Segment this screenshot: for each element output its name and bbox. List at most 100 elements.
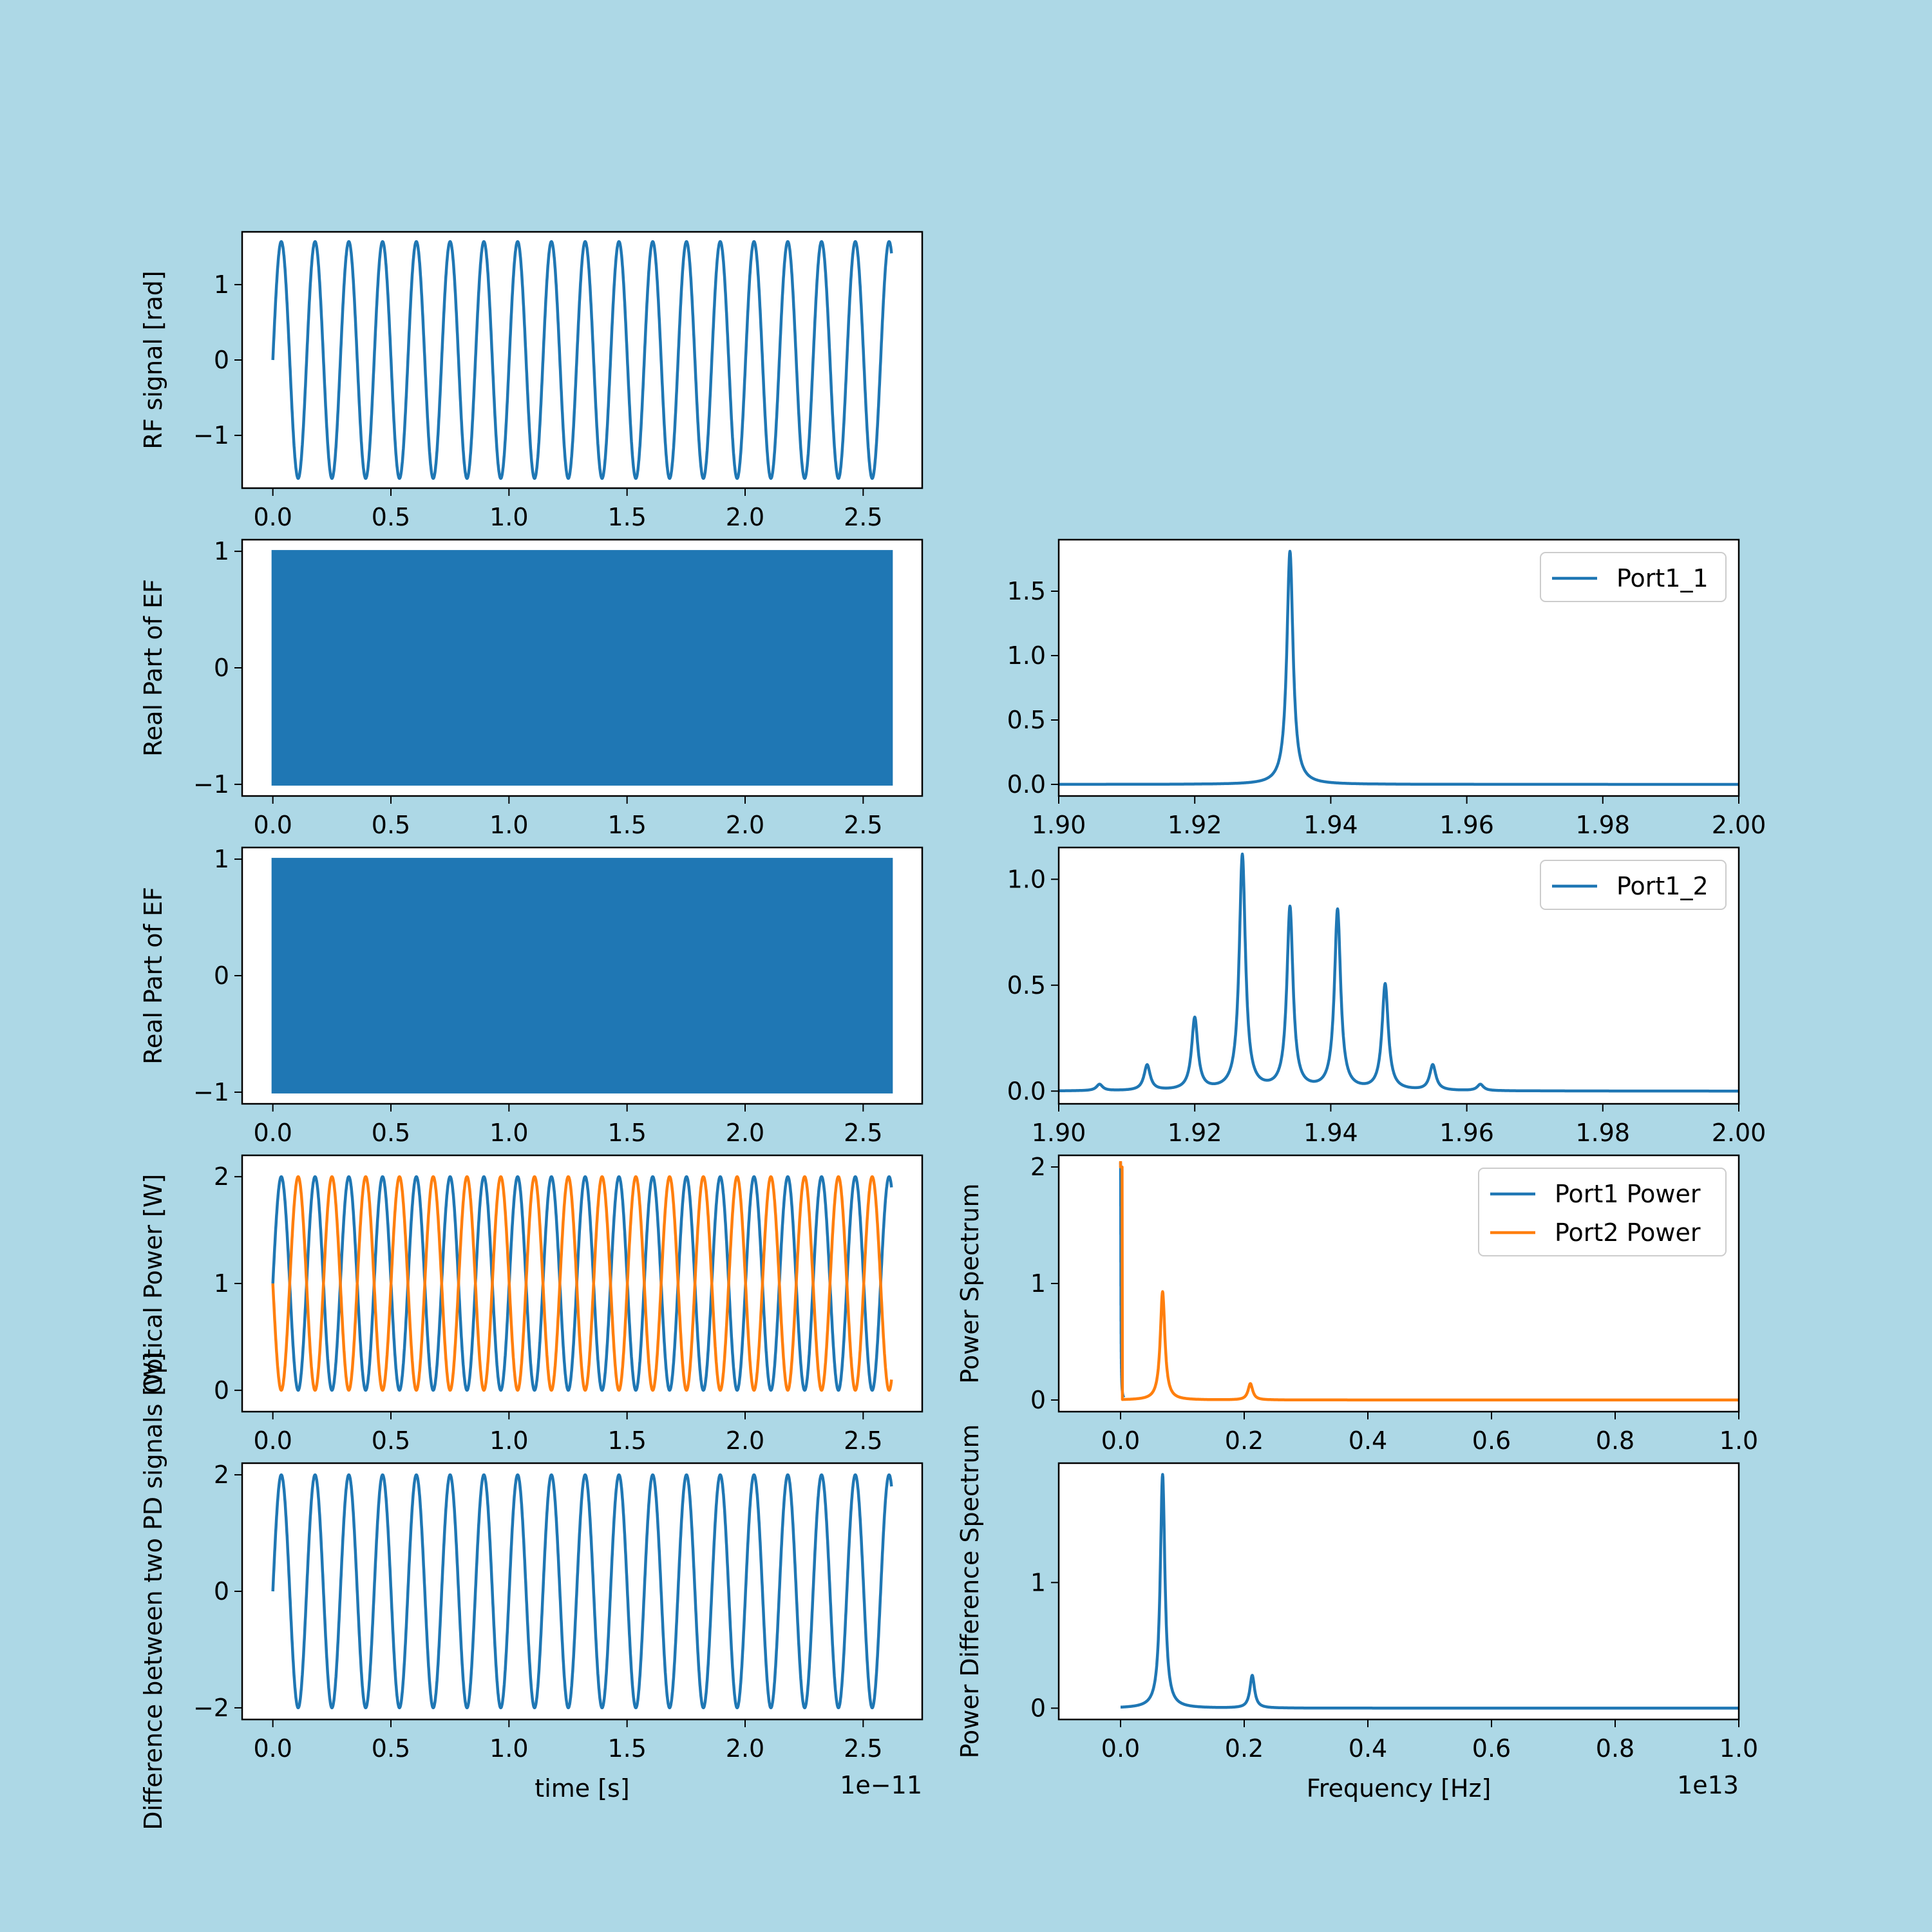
series-0-line	[1119, 1473, 1739, 1710]
chart-spec1: 1.90 1.92 1.94 1.96 1.98 2.00 0.0 0.5 1.0 1.5 Port…	[1007, 538, 1766, 839]
data-layer	[271, 240, 893, 480]
y-tick-label: 2	[214, 1162, 229, 1191]
x-tick-label: 1.94	[1303, 1119, 1358, 1147]
x-tick-label: 0.5	[372, 1734, 410, 1763]
x-tick-label: 0.4	[1349, 1426, 1387, 1455]
series-1-line	[271, 1175, 893, 1392]
x-tick-label: 0.5	[372, 811, 410, 839]
y-tick-label: 0	[214, 654, 229, 682]
y-tick-label: 0.0	[1007, 1077, 1046, 1105]
x-tick-label: 0.0	[253, 1426, 292, 1455]
y-tick-label: −2	[193, 1694, 229, 1722]
data-layer	[1059, 852, 1739, 1093]
x-tick-label: 0.0	[253, 503, 292, 531]
x-tick-label: 1.92	[1168, 1119, 1222, 1147]
data-layer	[1059, 549, 1739, 786]
x-tick-label: 2.5	[844, 1426, 882, 1455]
x-tick-label: 0.0	[253, 1734, 292, 1763]
x-tick-label: 1.5	[607, 1119, 646, 1147]
y-tick-label: 0	[214, 961, 229, 990]
x-tick-label: 0.6	[1472, 1426, 1511, 1455]
x-tick-label: 2.00	[1712, 811, 1766, 839]
y-tick-label: 1.0	[1007, 641, 1046, 670]
y-axis-label: Difference between two PD signals [W]	[139, 1352, 167, 1830]
series-0-line	[271, 240, 893, 480]
x-tick-label: 2.0	[726, 1426, 764, 1455]
x-tick-label: 1.5	[607, 1426, 646, 1455]
x-axis-label: time [s]	[535, 1774, 629, 1803]
y-axis-label: RF signal [rad]	[139, 270, 167, 450]
x-tick-label: 0.5	[372, 1119, 410, 1147]
y-axis-label: Real Part of EF	[139, 887, 167, 1065]
plot-frame	[1057, 538, 1740, 797]
y-tick-label: 1	[1030, 1269, 1046, 1298]
y-tick-label: 2	[1030, 1153, 1046, 1181]
data-layer	[271, 550, 893, 786]
x-tick-label: 0.2	[1225, 1734, 1264, 1763]
x-tick-label: 1.5	[607, 503, 646, 531]
y-tick-label: −1	[193, 1078, 229, 1106]
legend-label: Port2 Power	[1555, 1218, 1701, 1247]
y-tick-label: 0.5	[1007, 971, 1046, 999]
y-tick-label: 0.5	[1007, 706, 1046, 734]
chart-ef1: 0.0 0.5 1.0 1.5 2.0 2.5 −1 0 1 Real Part of EF	[139, 537, 923, 839]
x-tick-label: 2.0	[726, 503, 764, 531]
x-tick-label: 0.5	[372, 1426, 410, 1455]
x-offset-text: 1e13	[1677, 1771, 1739, 1799]
x-tick-label: 2.5	[844, 811, 882, 839]
chart-ef2: 0.0 0.5 1.0 1.5 2.0 2.5 −1 0 1 Real Part of EF	[139, 845, 923, 1147]
data-layer	[271, 858, 893, 1094]
x-tick-label: 1.5	[607, 811, 646, 839]
x-tick-label: 0.2	[1225, 1426, 1264, 1455]
x-tick-label: 0.0	[1101, 1426, 1140, 1455]
x-tick-label: 0.8	[1596, 1426, 1634, 1455]
y-axis-label: Real Part of EF	[139, 579, 167, 757]
x-tick-label: 2.0	[726, 1119, 764, 1147]
data-layer	[1119, 1473, 1739, 1710]
y-tick-label: 1	[214, 845, 229, 873]
x-tick-label: 0.6	[1472, 1734, 1511, 1763]
y-tick-label: 1.5	[1007, 577, 1046, 605]
x-tick-label: 1.96	[1439, 811, 1494, 839]
x-tick-label: 0.0	[1101, 1734, 1140, 1763]
x-tick-label: 1.0	[489, 811, 528, 839]
y-axis-label: Optical Power [W]	[139, 1174, 167, 1394]
x-tick-label: 2.5	[844, 1119, 882, 1147]
data-layer	[271, 1175, 893, 1392]
y-tick-label: 1	[214, 1269, 229, 1298]
x-tick-label: 1.5	[607, 1734, 646, 1763]
x-axis-label: Frequency [Hz]	[1307, 1774, 1492, 1803]
legend: Port1_2	[1540, 860, 1727, 910]
y-tick-label: 0	[214, 1376, 229, 1405]
chart-diff: 0.0 0.5 1.0 1.5 2.0 2.5 −2 0 2 Difference between…	[139, 1352, 923, 1830]
y-tick-label: 1	[214, 537, 229, 565]
y-tick-label: 1.0	[1007, 865, 1046, 893]
x-tick-label: 2.5	[844, 503, 882, 531]
x-tick-label: 2.00	[1712, 1119, 1766, 1147]
x-offset-text: 1e−11	[840, 1771, 922, 1799]
series-1-line	[1119, 1161, 1739, 1402]
series-0-line	[1059, 549, 1739, 786]
chart-power: 0.0 0.5 1.0 1.5 2.0 2.5 0 1 2 Optical Power [W]	[139, 1154, 923, 1455]
x-tick-label: 0.0	[253, 811, 292, 839]
legend: Port1_1	[1540, 552, 1727, 602]
series-0-line	[271, 1473, 893, 1710]
x-tick-label: 2.0	[726, 1734, 764, 1763]
series-0-fill	[271, 550, 893, 786]
y-tick-label: 0.0	[1007, 770, 1046, 799]
y-tick-label: −1	[193, 421, 229, 450]
y-tick-label: 0	[1030, 1694, 1046, 1722]
x-tick-label: 2.0	[726, 811, 764, 839]
data-layer	[1119, 1160, 1739, 1402]
y-tick-label: 2	[214, 1461, 229, 1489]
y-axis-label: Power Difference Spectrum	[956, 1424, 984, 1758]
legend-label: Port1_1	[1616, 564, 1709, 592]
legend-label: Port1_2	[1616, 872, 1709, 900]
chart-pspec: 0.0 0.2 0.4 0.6 0.8 1.0 0 1 2 Power Spectrum Port1…	[956, 1153, 1758, 1455]
legend-label: Port1 Power	[1555, 1180, 1701, 1208]
series-0-line	[271, 1175, 893, 1392]
y-tick-label: 0	[214, 346, 229, 374]
x-tick-label: 1.0	[489, 1119, 528, 1147]
x-tick-label: 1.0	[1719, 1426, 1758, 1455]
